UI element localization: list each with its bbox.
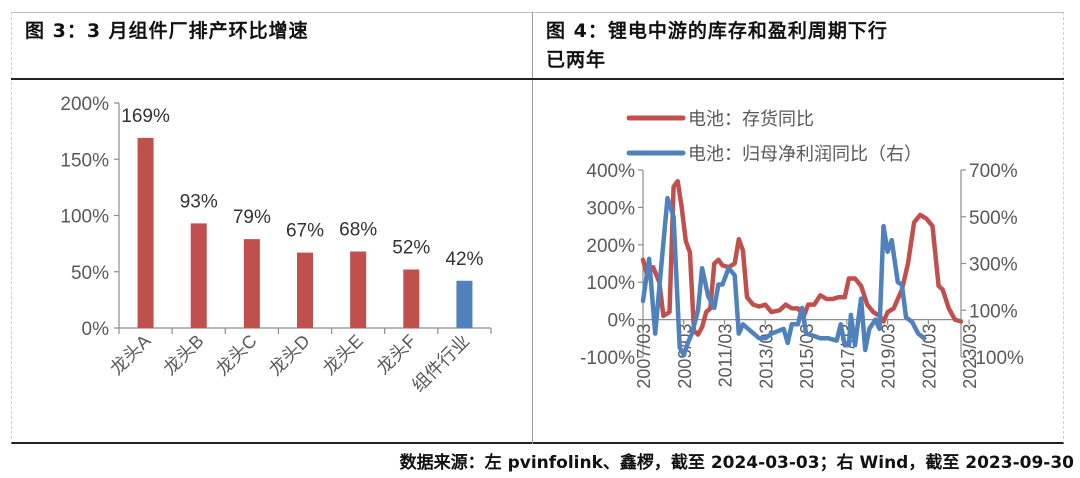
bar-value-label: 67%	[286, 221, 324, 242]
bar	[297, 252, 313, 328]
y-tick-label: 0%	[82, 319, 110, 340]
x-tick-label: 2019/03	[879, 324, 899, 389]
left-chart-title: 图 3：3 月组件厂排产环比增速	[25, 20, 309, 42]
left-y-tick-label: 300%	[586, 198, 635, 219]
right-chart-title-line1: 图 4：锂电中游的库存和盈利周期下行	[546, 20, 888, 42]
bar	[190, 223, 207, 328]
bar-value-label: 93%	[180, 191, 218, 212]
left-y-tick-label: -100%	[580, 348, 635, 369]
right-chart-title: 图 4：锂电中游的库存和盈利周期下行 已两年	[546, 17, 1016, 75]
x-tick-label: 2011/03	[716, 324, 736, 388]
y-tick-label: 50%	[71, 263, 109, 284]
x-tick-label: 2007/03	[634, 324, 654, 389]
right-chart-title-line2: 已两年	[546, 49, 607, 71]
left-y-tick-label: 200%	[586, 236, 635, 257]
x-tick-label: 2015/03	[797, 324, 817, 389]
right-y-tick-label: 300%	[969, 255, 1018, 276]
y-tick-label: 150%	[60, 150, 109, 171]
left-y-tick-label: 0%	[608, 311, 636, 332]
left-y-tick-label: 400%	[586, 161, 635, 182]
left-y-tick-label: 100%	[586, 273, 635, 294]
x-tick-label: 2021/03	[919, 324, 939, 389]
bar	[137, 137, 154, 328]
bar	[243, 239, 260, 328]
bar	[350, 251, 367, 328]
header-separator	[11, 78, 1064, 80]
bar-value-label: 79%	[233, 207, 271, 228]
data-source-note: 数据来源：左 pvinfolink、鑫椤，截至 2024-03-03；右 Win…	[399, 453, 1074, 473]
right-y-tick-label: 500%	[969, 208, 1018, 229]
bar-value-label: 68%	[339, 220, 377, 241]
right-y-tick-label: 700%	[969, 161, 1018, 182]
panel-divider	[532, 12, 533, 444]
legend-label-inventory: 电池：存货同比	[688, 109, 814, 129]
bar-chart: 0%50%100%150%200%169%龙头A93%龙头B79%龙头C67%龙…	[60, 94, 492, 396]
y-tick-label: 200%	[60, 94, 109, 115]
bar-value-label: 169%	[121, 106, 170, 127]
right-y-tick-label: 100%	[969, 301, 1018, 322]
bar	[403, 269, 420, 328]
right-y-tick-label: -100%	[969, 348, 1024, 369]
legend-label-profit: 电池：归母净利润同比（右）	[688, 144, 922, 164]
bar-value-label: 52%	[392, 238, 430, 259]
bar-value-label: 42%	[445, 249, 483, 270]
y-tick-label: 100%	[60, 207, 109, 228]
x-tick-label: 2023/03	[960, 324, 980, 389]
series-line-profit	[640, 195, 927, 357]
bar	[456, 280, 473, 328]
figure-frame	[11, 12, 1064, 444]
